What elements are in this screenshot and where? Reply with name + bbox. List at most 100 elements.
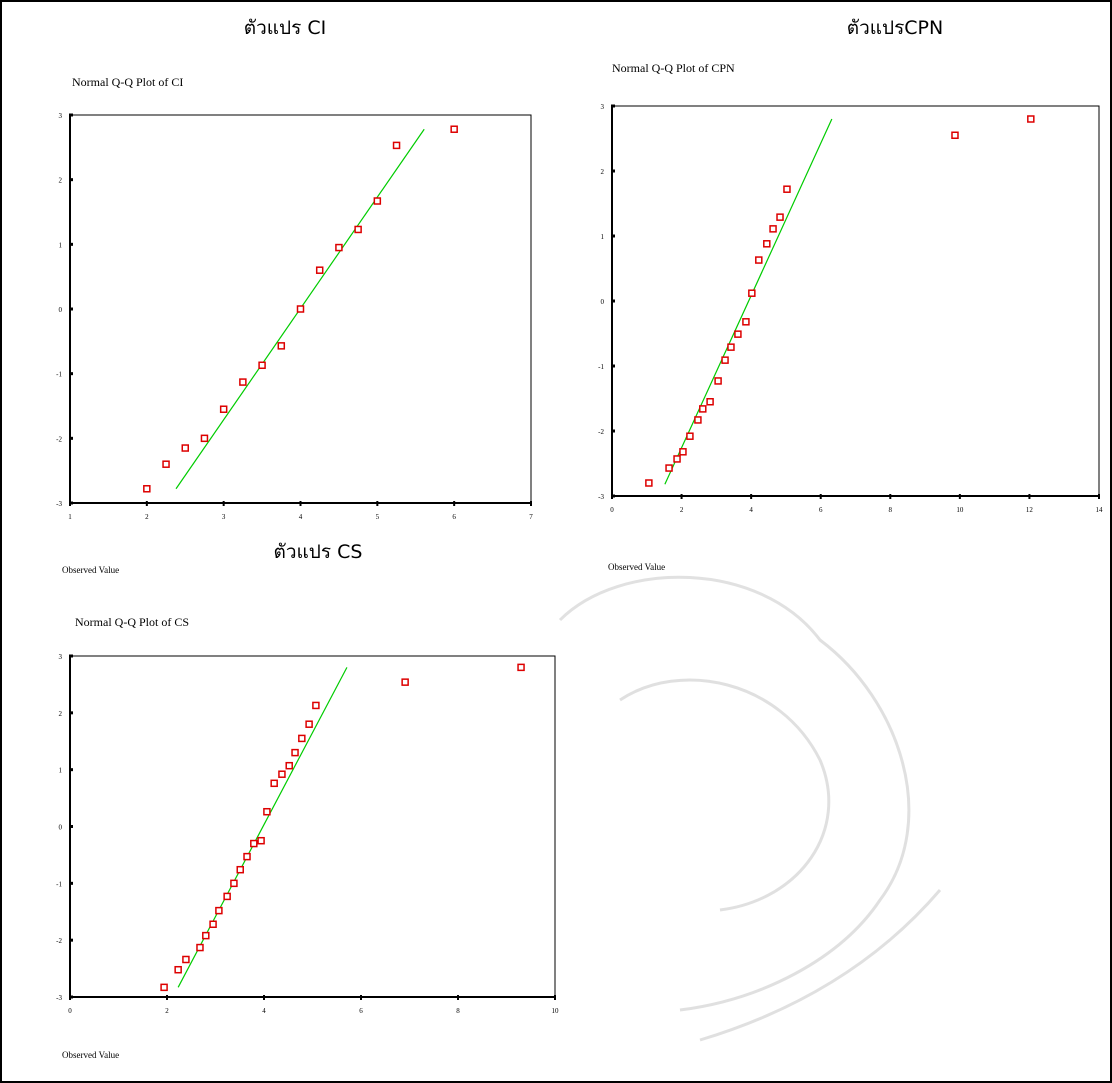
qq-point: [258, 361, 266, 370]
y-tick-label: -1: [598, 363, 604, 371]
x-tick: [1098, 494, 1100, 499]
x-tick: [263, 995, 265, 1000]
qq-point: [645, 479, 653, 487]
section-heading: ตัวแปรCPN: [847, 17, 943, 39]
x-tick: [958, 494, 961, 499]
x-tick: [611, 494, 613, 499]
qq-point: [298, 734, 306, 743]
y-tick-label: 1: [59, 767, 63, 775]
x-axis-label: Observed Value: [62, 565, 119, 575]
x-axis-label: Observed Value: [62, 1050, 119, 1060]
qq-point: [209, 920, 217, 929]
x-tick-label: 3: [222, 513, 226, 521]
x-tick: [166, 995, 168, 1000]
qq-point: [143, 485, 151, 493]
y-tick-label: -2: [598, 428, 604, 436]
qq-point: [305, 720, 313, 728]
x-tick-label: 8: [889, 506, 893, 514]
x-tick: [69, 995, 71, 1000]
x-tick-label: 2: [165, 1007, 169, 1015]
qq-point: [714, 377, 722, 385]
qq-point: [727, 343, 735, 351]
qq-point: [763, 240, 771, 248]
x-tick-label: 6: [359, 1007, 363, 1015]
x-tick-label: 14: [1096, 506, 1104, 514]
qq-point: [679, 448, 687, 456]
qq-point: [755, 256, 763, 264]
y-tick-label: 2: [59, 177, 63, 185]
qq-point: [354, 225, 362, 234]
x-tick: [222, 501, 225, 506]
x-tick: [453, 501, 456, 506]
qq-point: [215, 906, 223, 915]
qq-point: [315, 266, 324, 274]
x-tick-label: 10: [956, 506, 964, 514]
x-tick: [457, 995, 459, 1000]
x-tick-label: 5: [376, 513, 380, 521]
qq-point: [373, 197, 382, 205]
y-tick: [69, 881, 73, 885]
y-tick-label: 2: [59, 710, 63, 718]
y-tick: [611, 169, 615, 173]
qq-point: [951, 131, 959, 139]
qq-point: [296, 305, 305, 313]
qq-point: [239, 378, 247, 386]
qq-point: [335, 243, 343, 252]
qq-chart: ตัวแปร CS Normal Q-Q Plot of CS Observed V…: [56, 541, 559, 1060]
y-tick: [69, 436, 73, 440]
qq-point: [401, 678, 409, 686]
y-tick-label: 1: [601, 233, 605, 241]
x-tick: [69, 501, 71, 506]
y-tick-label: 0: [59, 306, 63, 314]
qq-point: [706, 398, 714, 406]
y-tick: [69, 711, 73, 715]
x-tick-label: 8: [456, 1007, 460, 1015]
x-tick: [530, 501, 532, 506]
y-tick: [611, 104, 615, 108]
qq-point: [734, 330, 742, 338]
qq-point: [694, 416, 702, 424]
x-tick-label: 4: [299, 513, 303, 521]
qq-point: [1027, 115, 1035, 123]
x-tick-label: 1: [68, 513, 72, 521]
y-tick-label: 2: [601, 168, 605, 176]
y-tick-label: -1: [56, 371, 62, 379]
y-tick-label: -3: [598, 493, 604, 501]
y-tick-label: 3: [59, 112, 63, 120]
qq-point: [291, 748, 299, 757]
qq-point: [243, 852, 251, 861]
qq-point: [202, 931, 210, 940]
y-tick: [69, 113, 73, 117]
x-tick: [360, 995, 362, 1000]
x-tick: [299, 501, 302, 506]
y-tick: [69, 307, 73, 311]
qq-point: [219, 405, 228, 413]
qq-point: [776, 213, 784, 221]
qq-point: [312, 701, 320, 710]
qq-point: [270, 779, 278, 788]
y-tick-label: -2: [56, 937, 62, 945]
y-tick: [69, 938, 73, 942]
qq-point: [742, 318, 750, 326]
qq-point: [285, 761, 293, 770]
y-tick-label: 0: [601, 298, 605, 306]
y-tick: [69, 178, 73, 182]
x-tick-label: 6: [452, 513, 456, 521]
qq-point: [686, 432, 694, 440]
y-tick: [611, 429, 615, 433]
qq-point: [230, 879, 238, 888]
qq-point: [196, 943, 204, 952]
qq-point: [517, 663, 525, 672]
watermark: [558, 575, 942, 1042]
x-tick-label: 10: [552, 1007, 560, 1015]
qq-point: [277, 342, 286, 350]
section-heading: ตัวแปร CS: [274, 541, 363, 563]
qq-point: [699, 405, 707, 413]
x-tick-label: 7: [529, 513, 533, 521]
qq-point: [200, 434, 209, 443]
x-tick-label: 2: [680, 506, 684, 514]
qq-point: [769, 225, 777, 233]
qq-chart: ตัวแปรCPN Normal Q-Q Plot of CPN Observed …: [598, 17, 1103, 572]
